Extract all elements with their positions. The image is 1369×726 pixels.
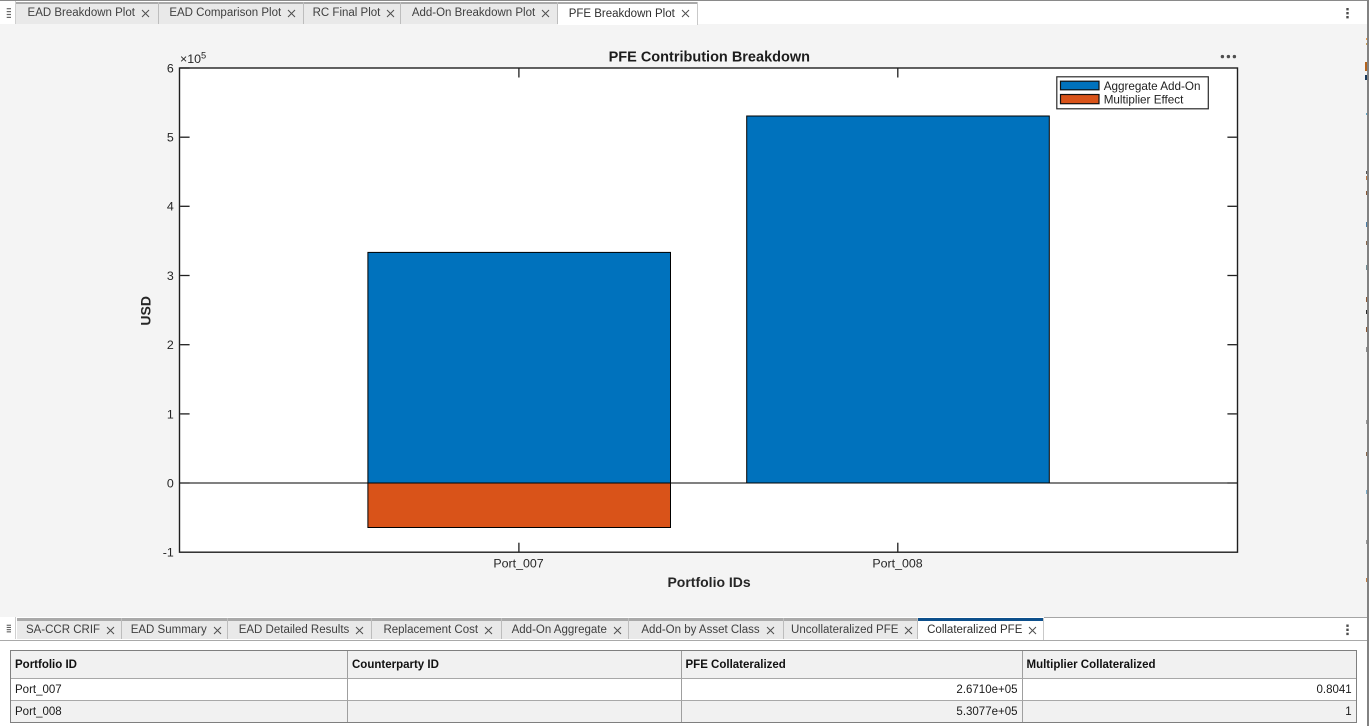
svg-text:×105: ×105 <box>180 50 206 66</box>
svg-text:2: 2 <box>167 338 174 352</box>
svg-text:-1: -1 <box>163 546 174 560</box>
svg-text:Multiplier Effect: Multiplier Effect <box>1104 94 1184 107</box>
svg-text:PFE Contribution Breakdown: PFE Contribution Breakdown <box>609 50 810 66</box>
svg-text:Port_008: Port_008 <box>872 557 922 571</box>
svg-text:Port_007: Port_007 <box>493 557 543 571</box>
svg-text:5: 5 <box>167 131 174 145</box>
svg-text:Aggregate Add-On: Aggregate Add-On <box>1104 80 1201 93</box>
svg-text:1: 1 <box>167 407 174 421</box>
svg-text:0: 0 <box>167 476 174 490</box>
svg-text:3: 3 <box>167 269 174 283</box>
svg-text:4: 4 <box>167 200 174 214</box>
svg-text:6: 6 <box>167 61 174 75</box>
svg-text:Portfolio IDs: Portfolio IDs <box>667 574 750 590</box>
svg-text:USD: USD <box>138 296 154 326</box>
